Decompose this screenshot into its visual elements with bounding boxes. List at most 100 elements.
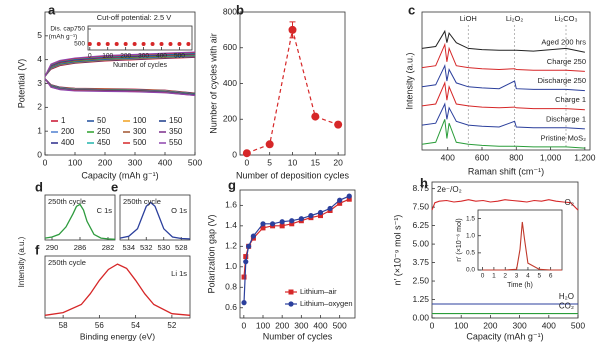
x-tick-label: 6 (549, 273, 553, 280)
spectrum (421, 81, 585, 111)
plot-frame (119, 194, 191, 241)
data-line (246, 29, 339, 154)
discharge-curve (44, 78, 196, 96)
spectrum (421, 29, 586, 53)
data-point (87, 42, 92, 46)
data-point (159, 42, 164, 46)
spectrum-label: Charge 250 (547, 57, 586, 66)
spectrum (421, 63, 585, 92)
y-tick-label: 1.4 (225, 220, 237, 230)
discharge-curve (44, 78, 196, 96)
y-tick-label: 0 (232, 149, 237, 159)
annotation: Cut-off potential: 2.5 V (97, 13, 172, 22)
discharge-curve (44, 78, 196, 96)
y-tick-label: 1.2 (225, 241, 237, 251)
y-tick-label: 8.75 (412, 183, 429, 193)
data-point (168, 42, 173, 46)
x-tick-label: 1,000 (540, 152, 562, 162)
x-tick-label: 300 (128, 157, 142, 167)
panel-label: e (111, 179, 118, 194)
y-tick-label: 0.00 (412, 312, 429, 322)
x-axis-label: Number of cycles (263, 331, 333, 341)
y-axis-label: Intensity (a.u.) (404, 52, 414, 109)
y-axis-label: Potential (V) (16, 59, 26, 109)
x-tick-label: 10 (288, 157, 298, 167)
spectrum (44, 203, 116, 240)
annotation: 250th cycle (123, 197, 161, 206)
x-tick-label: 290 (46, 243, 59, 252)
x-tick-label: 400 (158, 157, 172, 167)
x-tick-label: 400 (441, 152, 455, 162)
x-tick-label: 300 (513, 320, 527, 330)
data-point (337, 197, 343, 203)
series-label: H₂O (559, 292, 574, 301)
spectrum-label: Discharge 1 (546, 114, 586, 123)
data-point (346, 196, 352, 202)
x-tick-label: 282 (102, 243, 115, 252)
x-tick-label: 200 (120, 53, 131, 60)
y-tick-label: 0.6 (225, 302, 237, 312)
y-tick-label: 5.00 (412, 238, 429, 248)
plot-frame (421, 11, 591, 151)
legend-label: 350 (169, 127, 183, 136)
discharge-curve (44, 78, 196, 96)
spectrum-label: Discharge 250 (538, 76, 586, 85)
x-tick-label: 100 (68, 157, 82, 167)
y-tick-label: 0.8 (225, 282, 237, 292)
x-axis-label: Raman shift (cm⁻¹) (468, 166, 544, 176)
legend-label: 1 (61, 116, 66, 125)
data-point (123, 42, 128, 46)
x-tick-label: 56 (95, 321, 104, 330)
annotation: Li₂CO₃ (554, 14, 577, 23)
x-tick-label: 5 (537, 273, 541, 280)
annotation: Li₂O₂ (506, 14, 524, 23)
x-axis-label: Number of cycles (113, 62, 168, 69)
x-axis-label: Capacity (mAh g⁻¹) (466, 331, 543, 341)
x-tick-label: 1,200 (574, 152, 596, 162)
x-tick-label: 532 (140, 243, 153, 252)
data-point (114, 42, 119, 46)
x-tick-label: 54 (131, 321, 140, 330)
data-point (318, 213, 323, 219)
y-tick-label: 6.25 (412, 220, 429, 230)
data-point (150, 42, 155, 46)
y-axis-label: Dis. cap. (50, 26, 75, 33)
data-point (298, 216, 304, 222)
annotation: C 1s (97, 206, 113, 215)
x-tick-label: 1 (492, 273, 496, 280)
y-tick-label: 0.5 (466, 250, 475, 257)
y-tick-label: 5 (37, 30, 42, 40)
spectrum (44, 263, 191, 316)
x-tick-label: 0 (430, 320, 435, 330)
y-tick-label: 800 (223, 6, 237, 16)
x-tick-label: 58 (59, 321, 68, 330)
x-tick-label: 3 (515, 273, 519, 280)
y-axis-label: Polarization gap (V) (206, 214, 216, 293)
y-axis-label: (mAh g⁻¹) (49, 34, 78, 41)
x-tick-label: 0 (241, 320, 246, 330)
legend-label: 100 (133, 116, 147, 125)
legend-label: 400 (61, 138, 75, 147)
x-tick-label: 528 (175, 243, 188, 252)
data-line (431, 199, 579, 211)
x-tick-label: 530 (157, 243, 170, 252)
data-point (311, 112, 320, 121)
x-tick-label: 0 (244, 157, 249, 167)
legend-label: 50 (97, 116, 106, 125)
legend-label: 550 (169, 138, 183, 147)
y-axis-label: Number of cycles with air (208, 33, 218, 134)
legend-label: Lithium–oxygen (300, 299, 353, 308)
x-axis-label: Capacity (mAh g⁻¹) (81, 170, 158, 180)
legend-label: 250 (97, 127, 111, 136)
y-tick-label: 1.0 (225, 261, 237, 271)
x-tick-label: 100 (256, 320, 270, 330)
spectrum-label: Aged 200 hrs (541, 38, 586, 47)
x-tick-label: 52 (167, 321, 176, 330)
y-tick-label: 3 (37, 78, 42, 88)
y-tick-label: 1.25 (412, 294, 429, 304)
x-tick-label: 800 (509, 152, 523, 162)
x-axis-label: Binding energy (eV) (80, 331, 155, 341)
data-point (288, 25, 297, 34)
data-point (334, 120, 343, 129)
annotation: Li 1s (171, 269, 187, 278)
